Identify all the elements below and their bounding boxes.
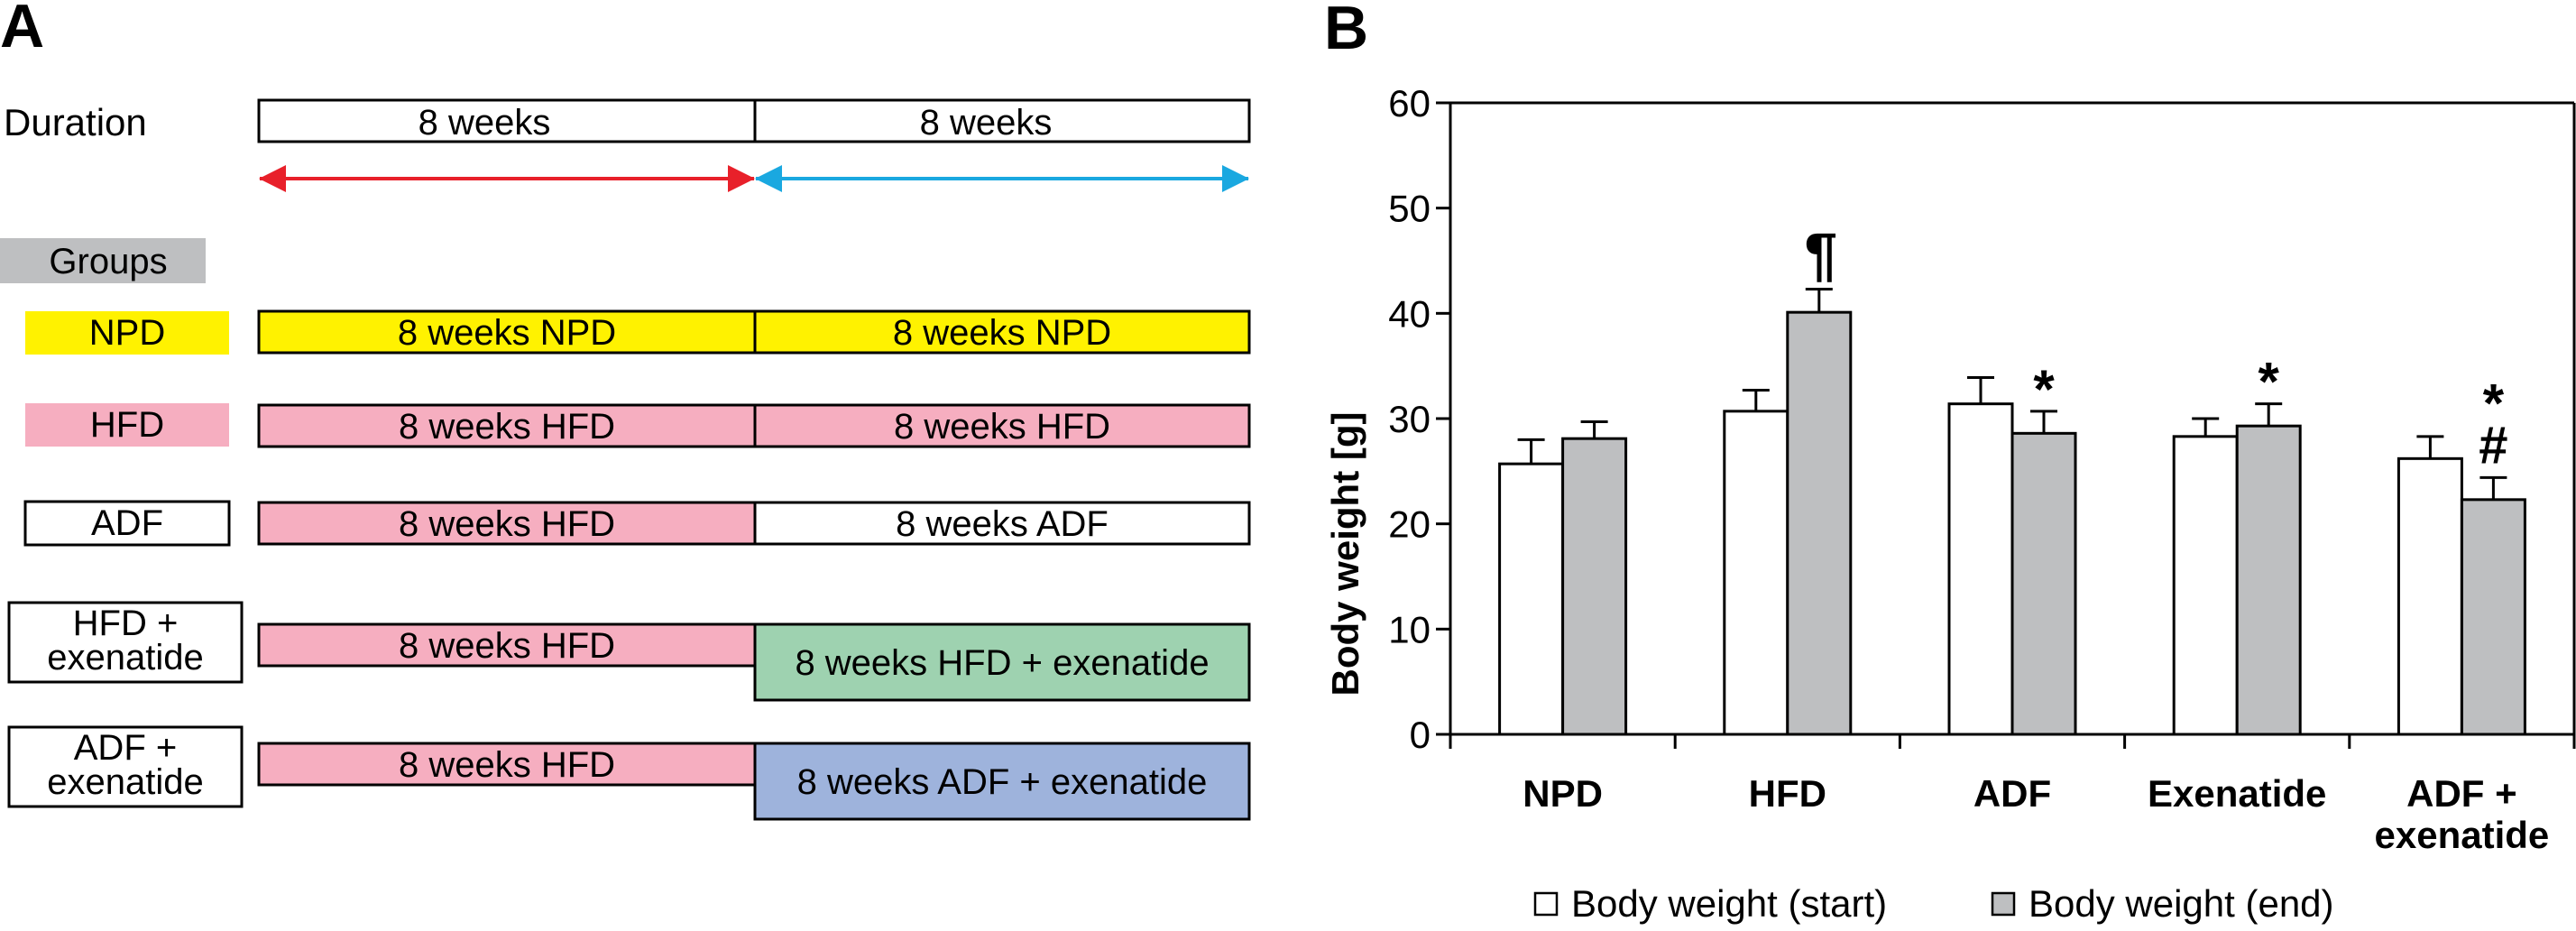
phase-1-box	[257, 403, 757, 448]
group-name-text: exenatide	[47, 762, 203, 802]
y-tick-label: 0	[1410, 714, 1431, 756]
duration-segment-1: 8 weeks	[419, 103, 551, 143]
phase-1-text: 8 weeks HFD	[399, 745, 615, 785]
bar	[2172, 435, 2239, 736]
phase-2-text: 8 weeks ADF	[896, 504, 1109, 544]
panel-b-label: B	[1324, 0, 1368, 62]
y-tick-label: 50	[1388, 188, 1431, 230]
duration-segment-2: 8 weeks	[920, 103, 1053, 143]
significance-marker: *	[2483, 373, 2505, 433]
bar	[2010, 431, 2077, 736]
legend-label: Body weight (start)	[1571, 882, 1887, 925]
phase-2-box	[753, 403, 1251, 448]
phase-2-text: 8 weeks HFD	[894, 407, 1110, 447]
bar-group	[2172, 402, 2302, 736]
significance-marker: *	[2033, 359, 2055, 419]
bar-group	[1947, 376, 2077, 736]
group-name-text: ADF +	[74, 728, 177, 768]
phase-2-box	[753, 622, 1251, 702]
duration-segment-2-box	[753, 98, 1251, 143]
bar	[1947, 402, 2014, 736]
group-name-text: HFD	[90, 405, 164, 445]
panel-b: B 0 10 20 30 40 50 60 Body weight [g] NPD HFD ADF E…	[1324, 0, 2576, 925]
x-tick-label: ADF	[1973, 772, 2051, 815]
y-tick-label: 60	[1388, 82, 1431, 124]
group-row-3: ADF 8 weeks HFD 8 weeks ADF	[23, 500, 1251, 547]
legend: Body weight (start) Body weight (end)	[1533, 882, 2334, 925]
y-tick-label: 10	[1388, 608, 1431, 650]
group-name-box	[25, 403, 229, 447]
group-name-text: ADF	[91, 503, 163, 543]
groups-label: Groups	[49, 242, 167, 281]
bar	[2235, 424, 2302, 736]
y-tick-label: 30	[1388, 398, 1431, 440]
bar	[1498, 462, 1565, 736]
bar	[2460, 498, 2526, 736]
group-row-1: NPD 8 weeks NPD 8 weeks NPD	[25, 309, 1251, 355]
duration-segment-1-box	[257, 98, 757, 143]
group-row-2: HFD 8 weeks HFD 8 weeks HFD	[25, 403, 1251, 448]
group-name-text: NPD	[89, 313, 165, 353]
duration-label: Duration	[4, 101, 147, 143]
group-name-box	[23, 500, 231, 547]
bar	[1786, 310, 1853, 736]
x-tick-label: Exenatide	[2148, 772, 2326, 815]
panel-a-label: A	[0, 0, 44, 60]
body-weight-bar-chart: 0 10 20 30 40 50 60 Body weight [g] NPD HFD ADF Exe…	[1324, 82, 2576, 925]
group-row-4: HFD +exenatide 8 weeks HFD 8 weeks HFD + e…	[7, 601, 1251, 702]
group-name-box	[25, 311, 229, 355]
legend-label: Body weight (end)	[2029, 882, 2334, 925]
phase-2-text: 8 weeks ADF + exenatide	[797, 762, 1208, 802]
phase-2-text: 8 weeks NPD	[893, 313, 1111, 353]
phase-2-box	[753, 501, 1251, 546]
bar-group	[1723, 288, 1853, 736]
y-tick-label: 20	[1388, 503, 1431, 546]
phase-1-text: 8 weeks HFD	[399, 626, 615, 666]
bar	[2397, 456, 2463, 736]
phase-1-box	[257, 622, 757, 668]
y-axis-title: Body weight [g]	[1324, 412, 1366, 696]
x-tick-label: ADF +	[2406, 772, 2517, 815]
legend-swatch	[1533, 891, 1559, 917]
phase-1-text: 8 weeks HFD	[399, 407, 615, 447]
significance-marker: *	[2259, 352, 2280, 412]
significance-marker: ¶	[1804, 221, 1837, 288]
bar-group	[2397, 435, 2526, 736]
x-tick-label: HFD	[1749, 772, 1826, 815]
group-rows: NPD 8 weeks NPD 8 weeks NPD HFD 8 weeks HFD 8…	[7, 309, 1251, 821]
bar-group	[1498, 420, 1628, 736]
bar	[1561, 437, 1628, 736]
bar	[1723, 410, 1789, 736]
significance-marker: #	[2479, 416, 2507, 475]
group-row-5: ADF +exenatide 8 weeks HFD 8 weeks ADF + e…	[7, 725, 1251, 821]
groups-label-box	[0, 238, 206, 283]
group-name-text: exenatide	[47, 638, 203, 678]
phase-2-box	[753, 309, 1251, 355]
phase-2-box	[753, 742, 1251, 821]
group-name-box	[7, 601, 244, 684]
phase-2-text: 8 weeks HFD + exenatide	[795, 643, 1209, 683]
group-name-box	[7, 725, 244, 808]
phase-1-text: 8 weeks HFD	[399, 504, 615, 544]
group-name-text: HFD +	[73, 604, 179, 643]
y-tick-label: 40	[1388, 292, 1431, 335]
x-tick-label: exenatide	[2375, 814, 2550, 856]
legend-swatch	[1991, 891, 2016, 917]
panel-a: A Duration 8 weeks 8 weeks Groups NPD 8 w…	[0, 0, 1251, 821]
x-tick-label: NPD	[1523, 772, 1603, 815]
phase-1-text: 8 weeks NPD	[398, 313, 616, 353]
